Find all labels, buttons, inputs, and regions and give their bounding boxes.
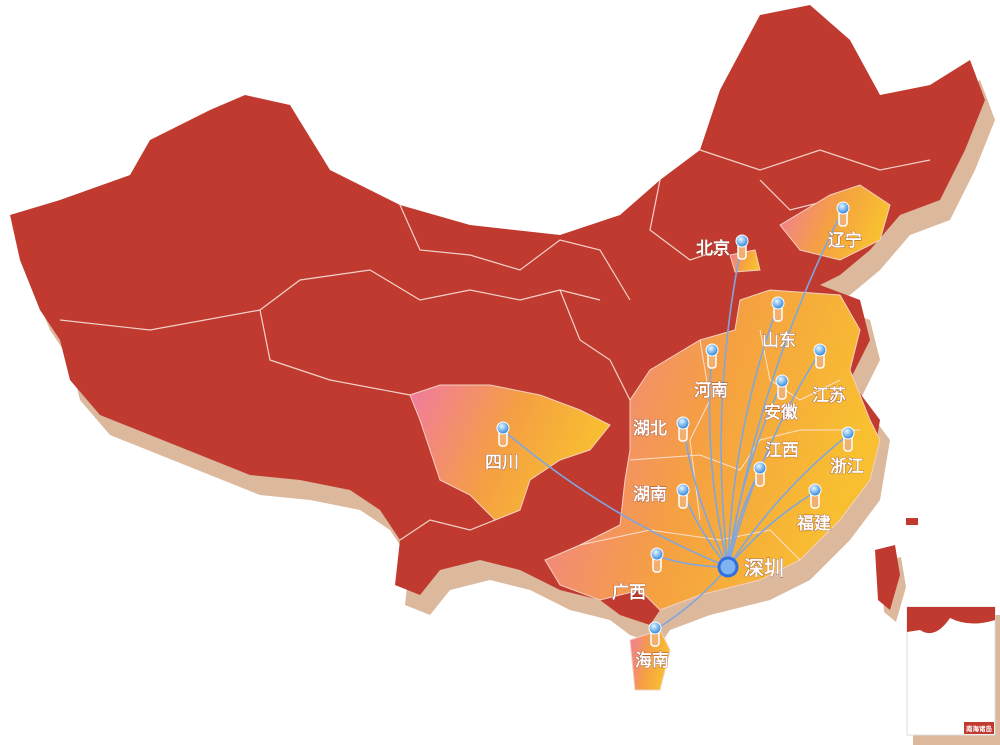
route-line (727, 351, 821, 568)
pins (496, 201, 855, 647)
city-label: 浙江 (830, 456, 864, 477)
city-label: 江苏 (812, 385, 846, 406)
city-pin-icon[interactable] (648, 621, 662, 647)
routes (502, 209, 849, 631)
city-pin-icon[interactable] (705, 343, 719, 369)
city-pin-icon[interactable] (808, 483, 822, 509)
route-line (727, 304, 779, 568)
small-island (906, 518, 918, 525)
city-label: 海南 (635, 650, 669, 671)
city-pin-icon[interactable] (836, 201, 850, 227)
city-pin-icon[interactable] (841, 426, 855, 452)
city-pin-icon[interactable] (676, 483, 690, 509)
city-pin-icon[interactable] (650, 547, 664, 573)
route-line (727, 382, 783, 568)
city-label: 北京 (696, 238, 730, 259)
city-label: 江西 (765, 441, 799, 461)
city-pin-icon[interactable] (676, 416, 690, 442)
city-label: 辽宁 (828, 230, 862, 251)
city-pin-icon[interactable] (775, 374, 789, 400)
province-east-block (544, 289, 881, 611)
hub-label: 深圳 (744, 556, 784, 580)
city-pin-icon[interactable] (771, 296, 785, 322)
city-label: 福建 (796, 513, 831, 534)
route-line (708, 351, 729, 568)
city-pin-icon[interactable] (735, 234, 749, 260)
route-line (727, 469, 761, 568)
city-pin-icon[interactable] (813, 343, 827, 369)
south-china-sea-inset: 南海诸岛 (906, 606, 1000, 745)
city-label: 山东 (762, 330, 796, 351)
city-pin-icon[interactable] (496, 421, 510, 447)
city-label: 广西 (612, 582, 646, 603)
route-line (502, 429, 729, 568)
city-label: 河南 (694, 380, 728, 401)
route-line (727, 434, 849, 568)
province-liaoning (779, 184, 891, 261)
route-line (682, 424, 729, 568)
hub-marker-shenzhen[interactable] (717, 556, 739, 578)
route-line (720, 242, 743, 568)
city-label: 四川 (485, 453, 519, 473)
inset-label: 南海诸岛 (966, 724, 993, 733)
city-label: 安徽 (764, 402, 799, 423)
city-label: 湖南 (633, 484, 667, 505)
taiwan (875, 545, 900, 610)
city-pin-icon[interactable] (753, 461, 767, 487)
route-line (727, 491, 816, 568)
province-sichuan (409, 384, 611, 521)
city-label: 湖北 (633, 419, 667, 439)
